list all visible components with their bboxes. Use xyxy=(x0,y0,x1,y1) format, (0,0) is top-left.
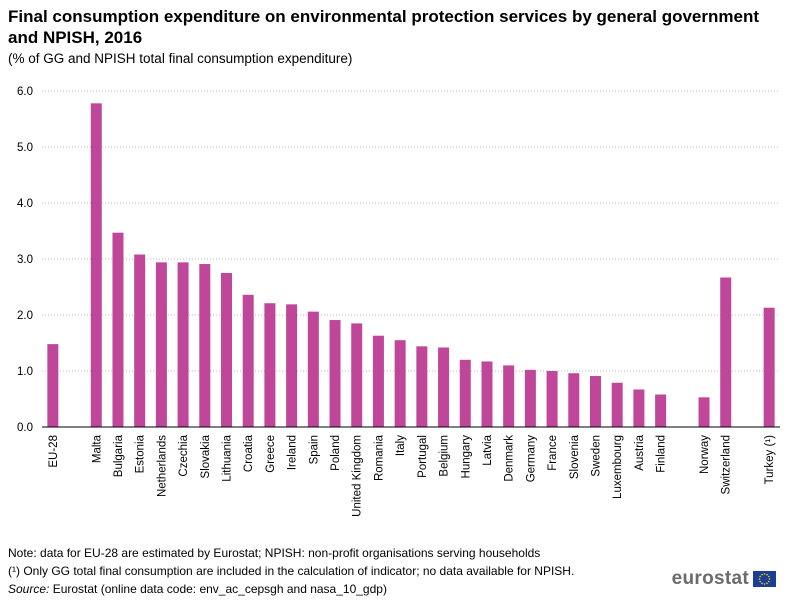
logo-text: eurostat xyxy=(671,568,749,589)
flag-star xyxy=(761,573,763,576)
x-tick-label: Luxembourg xyxy=(612,435,624,499)
bars xyxy=(47,103,775,427)
bar xyxy=(264,303,276,427)
y-tick-label: 2.0 xyxy=(17,310,33,322)
x-tick-label: Germany xyxy=(525,435,537,483)
y-tick-label: 5.0 xyxy=(17,142,33,154)
flag-star xyxy=(768,580,770,583)
bar xyxy=(90,103,102,427)
bar xyxy=(633,389,645,427)
x-tick-label: Malta xyxy=(91,434,103,463)
source-label: Source: xyxy=(8,582,50,596)
x-tick-label: Ireland xyxy=(287,435,299,470)
x-tick-label: Lithuania xyxy=(222,434,234,481)
x-tick-label: Greece xyxy=(265,435,277,473)
bar xyxy=(524,369,536,427)
x-tick-label: United Kingdom xyxy=(352,435,364,517)
bar xyxy=(155,262,167,427)
bar xyxy=(307,311,319,427)
bar xyxy=(47,344,59,427)
x-tick-label: Croatia xyxy=(243,434,255,472)
bar xyxy=(221,273,232,427)
x-tick-label: Bulgaria xyxy=(113,434,125,477)
chart-note: Note: data for EU-28 are estimated by Eu… xyxy=(8,546,541,560)
x-tick-label: Hungary xyxy=(460,435,472,479)
bar xyxy=(720,277,732,427)
bar xyxy=(199,264,211,427)
x-tick-label: Sweden xyxy=(591,435,603,477)
x-tick-label: Romania xyxy=(373,434,385,481)
flag-star xyxy=(758,578,761,580)
x-tick-label: Portugal xyxy=(417,435,429,478)
flag-star xyxy=(759,580,761,583)
bar xyxy=(763,307,775,427)
bar xyxy=(438,347,450,427)
bar xyxy=(546,371,558,427)
x-tick-label: Slovakia xyxy=(200,434,212,478)
x-tick-label: Turkey (¹) xyxy=(764,435,776,485)
y-tick-label: 6.0 xyxy=(17,86,33,98)
source-text: Eurostat (online data code: env_ac_cepsg… xyxy=(49,582,387,596)
flag-star xyxy=(759,575,761,578)
x-tick-label: Estonia xyxy=(135,434,147,473)
flag-star xyxy=(766,582,768,585)
chart-title: Final consumption expenditure on environ… xyxy=(8,7,759,47)
bar xyxy=(394,340,406,427)
bar xyxy=(698,397,710,427)
x-tick-label: EU-28 xyxy=(48,435,60,468)
y-axis-ticks: 0.0 1.0 2.0 3.0 4.0 5.0 6.0 xyxy=(17,86,33,434)
bar xyxy=(481,361,493,427)
x-tick-label: Norway xyxy=(699,435,711,474)
x-tick-label: Czechia xyxy=(178,434,190,476)
x-tick-label: Denmark xyxy=(504,435,516,482)
chart-source: Source: Eurostat (online data code: env_… xyxy=(8,581,387,597)
y-tick-label: 1.0 xyxy=(17,366,33,378)
x-tick-label: Italy xyxy=(395,435,407,456)
x-tick-label: Spain xyxy=(308,435,320,464)
x-tick-label: Poland xyxy=(330,435,342,471)
eu-flag-icon xyxy=(753,571,776,587)
y-tick-label: 4.0 xyxy=(17,198,33,210)
bar xyxy=(416,346,428,427)
bar xyxy=(655,394,667,427)
x-tick-label: Slovenia xyxy=(569,434,581,479)
bar xyxy=(329,320,341,427)
bar xyxy=(459,359,471,427)
bar xyxy=(503,365,515,427)
x-tick-label: Belgium xyxy=(439,435,451,477)
x-tick-label: Finland xyxy=(656,435,668,473)
bar xyxy=(372,335,384,427)
bar xyxy=(611,382,623,427)
x-tick-label: Latvia xyxy=(482,434,494,465)
bar xyxy=(351,323,363,427)
x-tick-label: France xyxy=(547,435,559,471)
chart-subtitle: (% of GG and NPISH total final consumpti… xyxy=(8,51,353,66)
bar xyxy=(177,262,189,427)
flag-star xyxy=(766,573,768,576)
bar xyxy=(568,373,580,427)
bar xyxy=(286,304,298,427)
bar xyxy=(590,376,601,427)
bar xyxy=(134,254,146,427)
flag-star xyxy=(768,575,770,578)
y-tick-label: 3.0 xyxy=(17,254,33,266)
x-tick-label: Austria xyxy=(634,434,646,470)
x-tick-label: Netherlands xyxy=(156,435,168,497)
x-tick-label: Switzerland xyxy=(721,435,733,494)
eurostat-logo[interactable]: eurostat xyxy=(672,568,776,590)
flag-star xyxy=(763,583,766,585)
flag-star xyxy=(768,578,771,580)
chart-footnote: (¹) Only GG total final consumption are … xyxy=(8,564,575,578)
flag-star xyxy=(763,573,766,575)
x-axis-labels: EU-28 Malta Bulgaria Estonia Netherlands Czec… xyxy=(48,434,776,516)
bar-chart: 0.0 1.0 2.0 3.0 4.0 5.0 6.0 EU-28 Malta Bulgaria… xyxy=(17,86,780,517)
y-tick-label: 0.0 xyxy=(17,422,33,434)
bar xyxy=(112,232,124,427)
bar xyxy=(242,294,254,427)
gridlines xyxy=(42,90,780,372)
flag-star xyxy=(761,582,763,585)
